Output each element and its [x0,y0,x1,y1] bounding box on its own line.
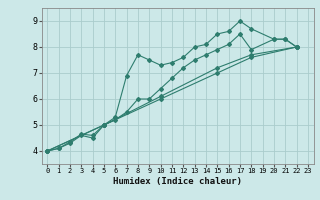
X-axis label: Humidex (Indice chaleur): Humidex (Indice chaleur) [113,177,242,186]
